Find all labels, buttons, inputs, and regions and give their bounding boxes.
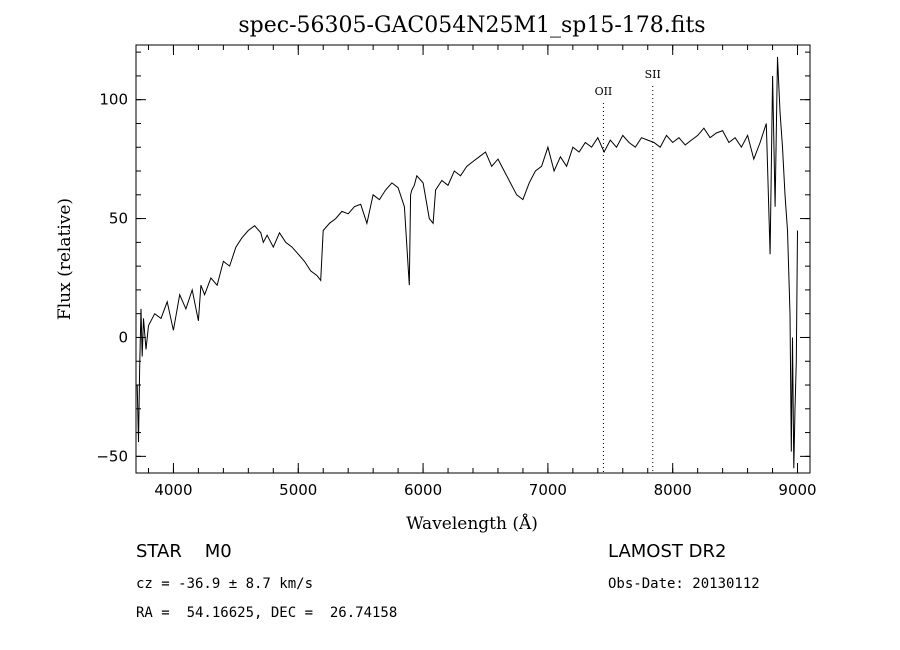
redshift-info: cz = -36.9 ± 8.7 km/s [136,576,314,592]
observation-date: Obs-Date: 20130112 [608,576,760,592]
x-axis-label: Wavelength (Å) [406,513,538,534]
plot-frame [135,44,811,474]
line-marker-label: OII [595,85,613,98]
y-axis-label: Flux (relative) [55,198,75,320]
line-marker-label: SII [645,68,661,81]
x-tick-label: 4000 [154,481,192,499]
spectrum-line [136,56,798,469]
y-tick-label: 0 [118,328,128,346]
emission-line-markers: OII SII [595,68,661,473]
x-tick-label: 5000 [279,481,317,499]
y-tick-label: −50 [96,447,128,465]
coordinates-info: RA = 54.16625, DEC = 26.74158 [136,605,398,621]
y-tick-label: 100 [99,91,128,109]
x-tick-label: 7000 [529,481,567,499]
survey-name: LAMOST DR2 [608,541,727,562]
object-class: STAR M0 [136,541,232,562]
x-tick-label: 8000 [654,481,692,499]
y-tick-label: 50 [109,210,128,228]
axis-ticks: 4000 5000 6000 7000 8000 9000 −50 0 50 100 [96,45,817,499]
x-tick-label: 9000 [778,481,816,499]
chart-title: spec-56305-GAC054N25M1_sp15-178.fits [238,13,705,38]
x-tick-label: 6000 [404,481,442,499]
